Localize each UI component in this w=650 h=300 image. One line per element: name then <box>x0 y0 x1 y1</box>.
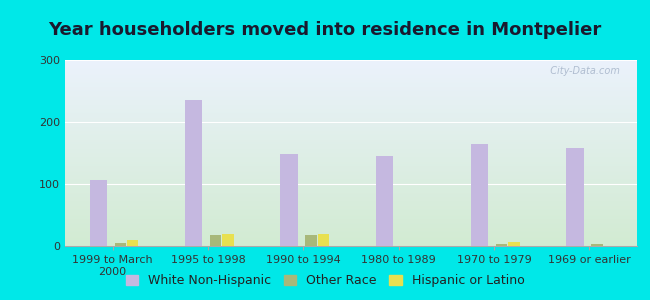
Bar <box>210 235 222 246</box>
Bar <box>90 180 107 246</box>
Bar <box>114 243 126 246</box>
Bar <box>496 244 508 246</box>
Text: Year householders moved into residence in Montpelier: Year householders moved into residence i… <box>48 21 602 39</box>
Bar <box>318 234 329 246</box>
Bar <box>566 148 584 246</box>
Bar <box>306 235 317 246</box>
Legend: White Non-Hispanic, Other Race, Hispanic or Latino: White Non-Hispanic, Other Race, Hispanic… <box>122 270 528 291</box>
Bar <box>127 240 138 246</box>
Bar <box>222 234 234 246</box>
Bar <box>508 242 520 246</box>
Bar <box>185 100 202 246</box>
Bar <box>280 154 298 246</box>
Text: City-Data.com: City-Data.com <box>544 66 620 76</box>
Bar <box>471 144 488 246</box>
Bar <box>376 156 393 246</box>
Bar <box>592 244 603 246</box>
